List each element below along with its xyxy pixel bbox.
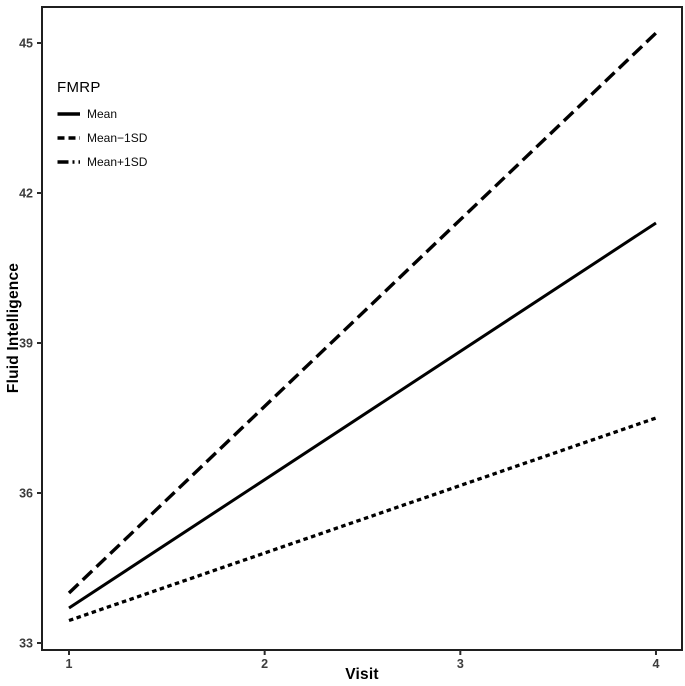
series-line-mean: [68, 221, 657, 610]
series-line-mean-1sd: [68, 416, 657, 623]
y-tick-label: 42: [19, 187, 33, 201]
y-axis-title: Fluid Intelligence: [5, 263, 22, 393]
panel-border: [41, 6, 683, 651]
series-lines: [67, 31, 658, 623]
y-tick-label: 45: [19, 37, 33, 51]
legend-item-label: Mean: [87, 107, 118, 121]
legend-key-line-mean-1sd: [57, 136, 80, 140]
y-tick-label: 36: [19, 487, 33, 501]
legend: FMRP Mean Mean−1SD Mean+1SD: [57, 79, 147, 169]
legend-items: Mean Mean−1SD Mean+1SD: [57, 107, 147, 169]
x-tick-label: 2: [261, 657, 268, 671]
series-line-mean-1sd: [67, 31, 658, 595]
y-tick-label: 33: [19, 637, 33, 651]
legend-item-mean: Mean: [57, 107, 147, 121]
legend-item-mean-1sd: Mean−1SD: [57, 131, 147, 145]
x-tick-label: 1: [66, 657, 73, 671]
axis-ticks: 33 36 39 42 45 1 2 3 4: [19, 37, 659, 672]
legend-item-label: Mean+1SD: [87, 155, 148, 169]
x-tick-label: 4: [653, 657, 660, 671]
legend-item-mean-1sd: Mean+1SD: [57, 155, 147, 169]
legend-title: FMRP: [57, 79, 101, 96]
legend-key-line-mean: [57, 112, 80, 116]
y-tick-label: 39: [19, 337, 33, 351]
x-tick-label: 3: [457, 657, 464, 671]
legend-key-line-mean-1sd: [57, 160, 80, 164]
x-axis-title: Visit: [345, 666, 378, 683]
legend-item-label: Mean−1SD: [87, 131, 148, 145]
